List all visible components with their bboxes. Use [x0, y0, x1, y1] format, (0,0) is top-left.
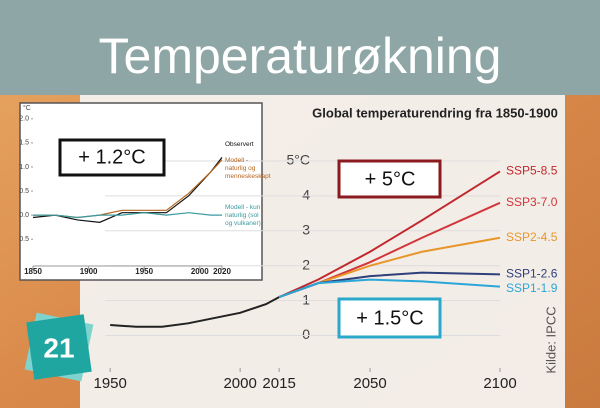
source: Kilde: IPCC: [543, 306, 558, 373]
legend-label: SSP2-4.5: [506, 230, 558, 244]
x-tick-label: 2100: [483, 375, 516, 392]
legend-label: SSP1-1.9: [506, 281, 558, 295]
x-tick-label: 2050: [353, 375, 386, 392]
x-tick-label: 1950: [94, 375, 127, 392]
badge: 21: [24, 312, 94, 382]
chart-layer: 0 1 2 3 4 5°C 1950 2000 2015 2050 2100 SSP5-8.5 SSP3…: [19, 104, 557, 392]
chart-title: Global temperaturendring fra 1850-1900: [312, 105, 558, 120]
inset-panel: [19, 102, 263, 281]
y-tick-label: 3: [302, 221, 310, 237]
legend-label: SSP1-2.6: [506, 267, 558, 281]
line: [32, 156, 223, 223]
y-tick-label: 0.5: [19, 188, 29, 195]
y-tick-label: 5°C: [287, 152, 311, 168]
line: [33, 212, 222, 219]
y-tick-label: 0.5: [19, 236, 29, 243]
legend-label: Modell -naturlig og menneskeskapt: [225, 157, 271, 180]
line: [278, 278, 501, 299]
y-tick-label: 2.0: [19, 116, 29, 123]
x-tick-label: 1850: [24, 267, 42, 276]
annotation: + 1.2°C: [78, 146, 145, 168]
slide-number: 21: [43, 332, 74, 363]
line: [110, 296, 280, 328]
annotation-box: [337, 297, 442, 339]
x-tick-label: 2015: [262, 375, 295, 392]
legend-label: Observert: [225, 141, 254, 148]
annotation-box: [58, 138, 166, 177]
legend-label: SSP3-7.0: [506, 195, 558, 209]
y-tick-label: 1.0: [19, 164, 29, 171]
legend-label: SSP5-8.5: [506, 164, 558, 178]
line: [278, 170, 501, 299]
x-tick-label: 1950: [135, 267, 153, 276]
x-tick-label: 1900: [80, 267, 98, 276]
title-band: [0, 0, 600, 95]
x-tick-label: 2000: [191, 267, 209, 276]
y-axis-label: °C: [23, 104, 31, 112]
slide-title: Temperaturøkning: [99, 28, 502, 84]
x-tick-label: 2000: [223, 375, 256, 392]
badge-shape: [26, 314, 92, 380]
annotation-box: [337, 159, 442, 199]
y-tick-label: 1.5: [19, 140, 29, 147]
annotation: + 1.5°C: [356, 307, 423, 329]
y-tick-label: 0.0: [19, 212, 29, 219]
annotation: + 5°C: [365, 168, 416, 190]
x-tick-label: 2020: [213, 267, 231, 276]
y-tick-label: 4: [302, 187, 310, 203]
legend-label: Modell - kun naturlig (sol og vulkaner): [225, 204, 261, 227]
y-tick-label: 0: [302, 326, 310, 342]
y-tick-label: 1: [302, 291, 310, 307]
y-tick-label: 2: [302, 256, 310, 272]
